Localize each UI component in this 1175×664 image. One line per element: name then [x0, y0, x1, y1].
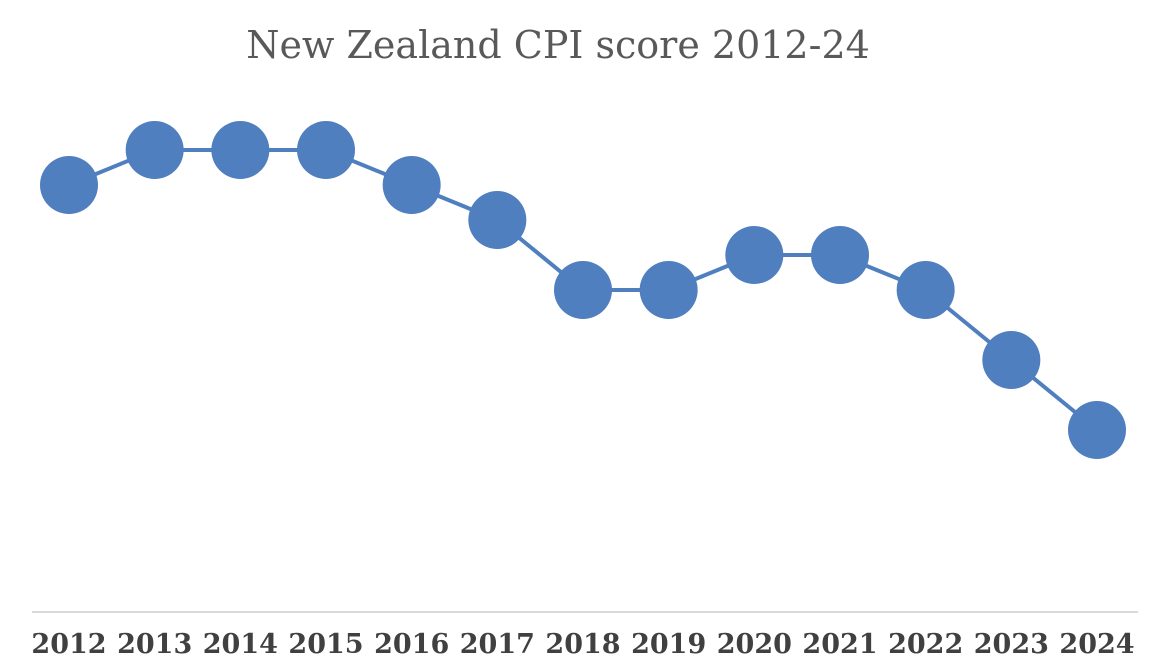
point — [125, 121, 184, 179]
point — [297, 121, 355, 179]
chart-title: New Zealand CPI score 2012-24 — [246, 23, 870, 67]
x-tick-label: 2020 — [717, 629, 792, 660]
point — [896, 261, 955, 319]
x-tick-label: 2024 — [1059, 629, 1134, 660]
x-tick-label: 2021 — [802, 629, 877, 660]
point — [382, 156, 441, 214]
x-tick-label: 2016 — [374, 629, 449, 660]
x-tick-label: 2017 — [460, 629, 535, 660]
point — [40, 156, 98, 214]
point — [982, 331, 1041, 389]
point — [211, 121, 270, 179]
x-tick-label: 2012 — [31, 629, 106, 660]
x-tick-label: 2022 — [888, 629, 963, 660]
x-tick-label: 2015 — [288, 629, 363, 660]
point — [725, 226, 784, 284]
point — [811, 226, 869, 284]
x-tick-label: 2014 — [203, 629, 278, 660]
x-tick-label: 2023 — [974, 629, 1049, 660]
x-tick-label: 2019 — [631, 629, 706, 660]
point — [1068, 401, 1126, 459]
x-tick-label: 2018 — [545, 629, 620, 660]
point — [554, 261, 612, 319]
x-tick-label: 2013 — [117, 629, 192, 660]
point — [639, 261, 698, 319]
point — [468, 191, 527, 249]
